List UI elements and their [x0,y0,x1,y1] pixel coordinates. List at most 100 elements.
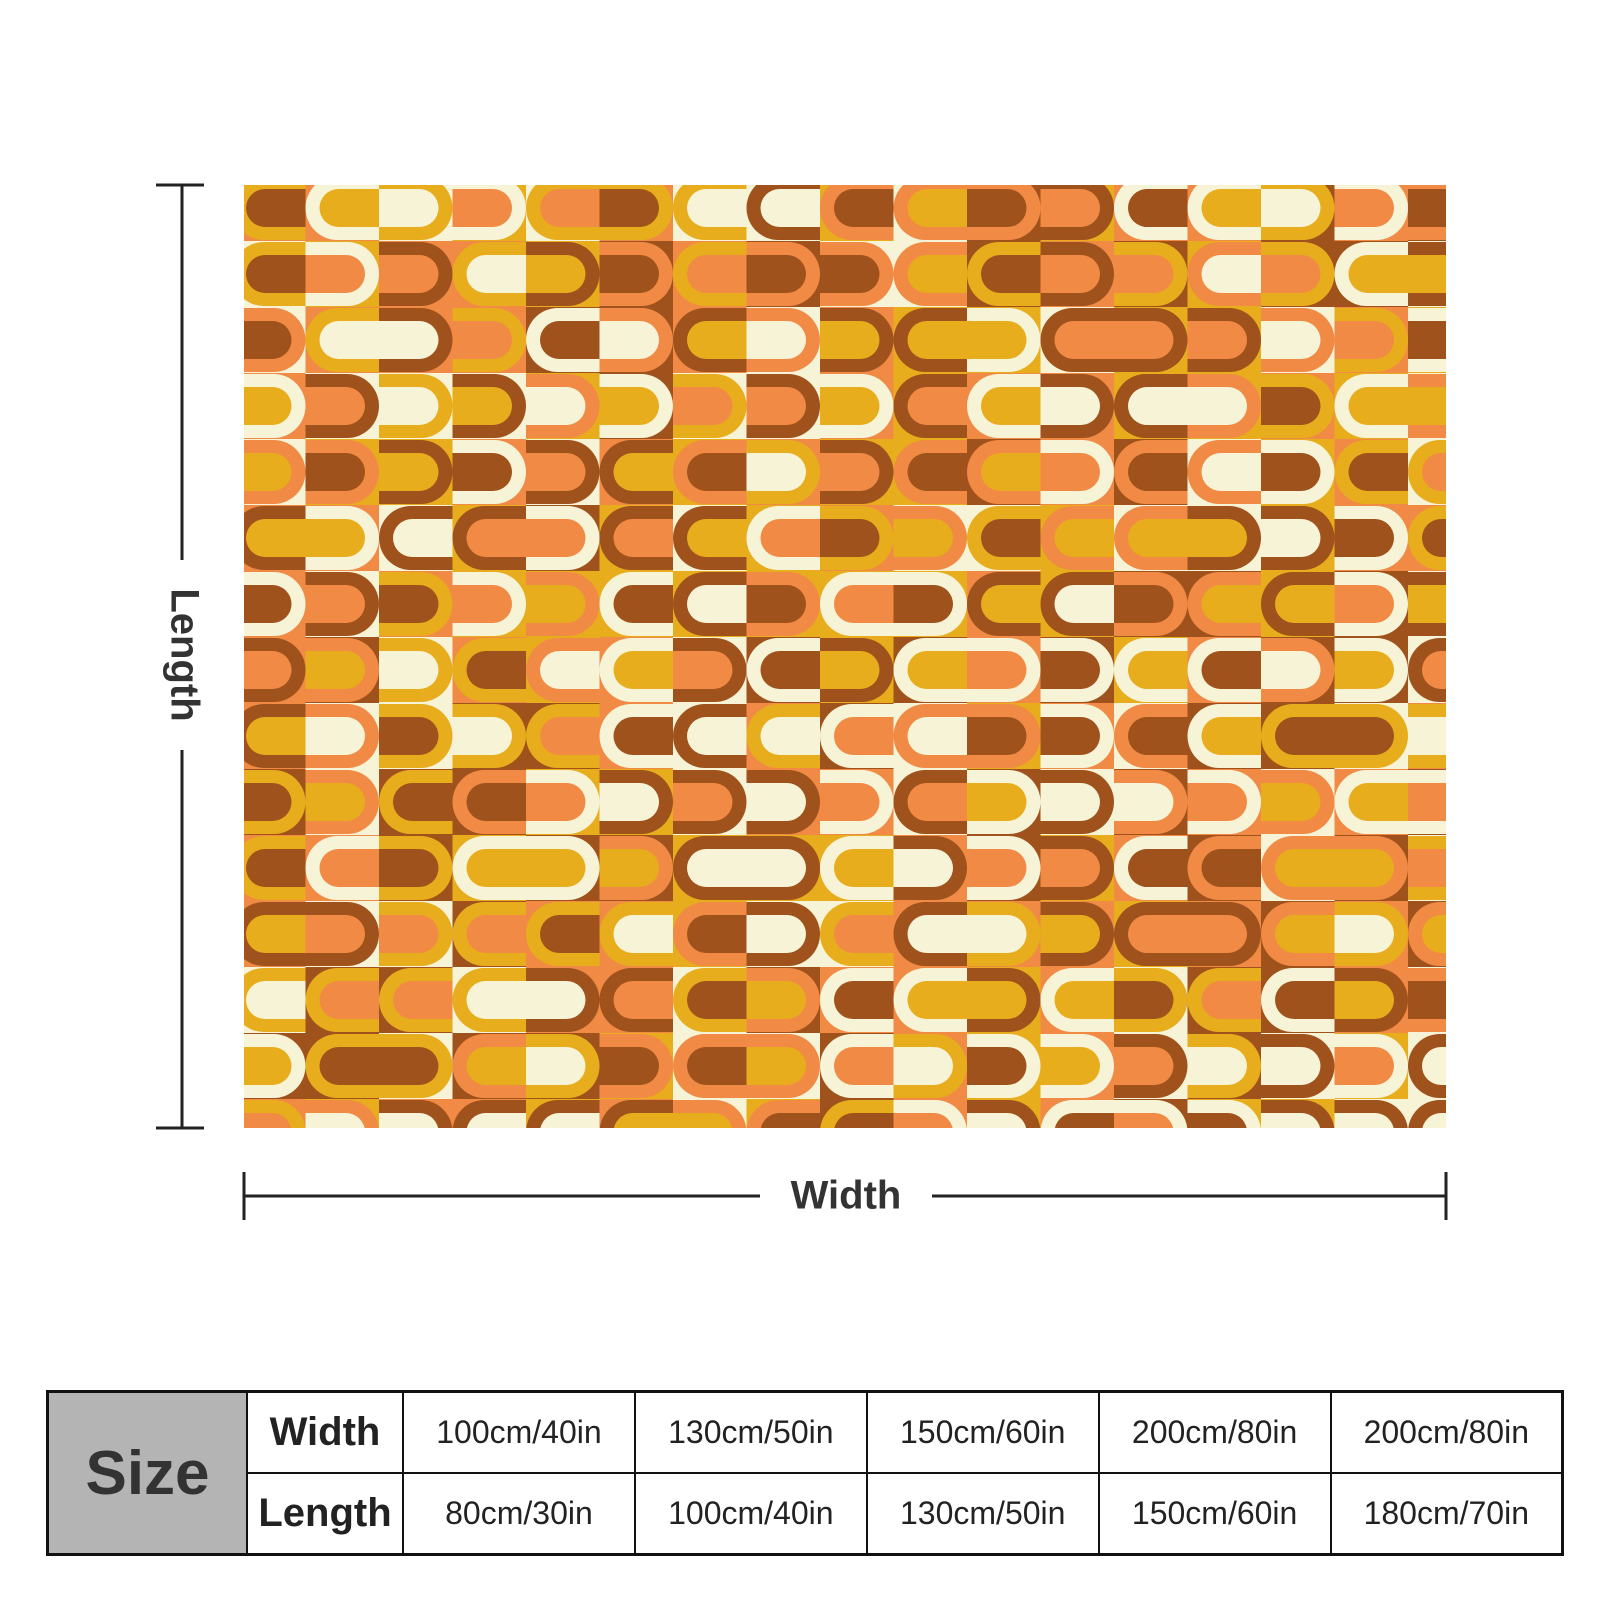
pattern-shape [893,1113,953,1128]
cell: 100cm/40in [402,1390,636,1474]
pattern-shape [907,453,967,491]
pattern-shape [1261,321,1321,359]
pattern-shape [1040,651,1100,689]
pattern-shape [379,1100,453,1128]
pattern-shape [1187,321,1247,359]
pattern-shape [907,321,967,359]
pattern-shape [1114,255,1174,293]
pattern-shape [244,387,292,425]
pattern-shape [613,519,673,557]
pattern-shape [526,783,586,821]
pattern-shape [893,519,953,557]
pattern-shape [599,849,659,887]
pattern-shape [1261,1047,1321,1085]
pattern-shape [760,519,820,557]
cell: 150cm/60in [1097,1472,1332,1556]
pattern-shape [746,1047,806,1085]
pattern-shape [540,1113,600,1128]
pattern-shape [967,321,1027,359]
pattern-shape [967,717,1027,755]
pattern-shape [613,915,673,953]
pattern-shape [687,981,747,1019]
pattern-shape [1201,849,1261,887]
pattern-shape [1054,519,1114,557]
cell: 80cm/30in [402,1472,636,1556]
pattern-shape [452,453,512,491]
pattern-shape [1187,1100,1261,1128]
pattern-shape [746,1100,820,1128]
pattern-shape [393,981,453,1019]
pattern-shape [746,849,806,887]
pattern-shape [319,1047,379,1085]
pattern-shape [967,1113,1026,1128]
pattern-shape [1114,585,1174,623]
pattern-shape [1187,1113,1247,1128]
pattern-shape [1040,387,1100,425]
pattern-shape [746,255,806,293]
pattern-shape [1275,981,1335,1019]
pattern-shape [1128,189,1188,227]
pattern-shape [1334,1047,1394,1085]
pattern-shape [1422,453,1446,491]
pattern-shape [379,1113,438,1128]
pattern-shape [599,387,659,425]
pattern-shape [1040,1100,1114,1128]
pattern-shape [1187,519,1247,557]
pattern-shape [746,981,806,1019]
pattern-shape [834,585,894,623]
pattern-shape [1408,189,1446,227]
pattern-shape [687,321,747,359]
pattern-shape [673,1100,747,1128]
pattern-shape [613,453,673,491]
pattern-shape [1040,255,1100,293]
pattern-shape [452,189,512,227]
pattern-shape [1334,585,1394,623]
pattern-shape [1187,1047,1247,1085]
pattern-shape [760,651,820,689]
pattern-shape [599,1100,673,1128]
pattern-shape [687,585,747,623]
pattern-shape [466,1047,526,1085]
pattern-shape [1408,255,1446,293]
pattern-shape [746,915,806,953]
pattern-shape [760,717,820,755]
pattern-shape [1408,849,1446,887]
pattern-shape [1422,1047,1446,1085]
pattern-shape [967,189,1027,227]
pattern-shape [452,585,512,623]
pattern-shape [967,783,1027,821]
pattern-shape [1348,387,1408,425]
pattern-shape [1201,453,1261,491]
pattern-shape [746,387,806,425]
pattern-shape [834,981,894,1019]
pattern-shape [244,453,292,491]
pattern-shape [1422,915,1446,953]
pattern-shape [319,189,379,227]
pattern-shape [687,255,747,293]
row-label: Width [246,1390,404,1474]
pattern-shape [1187,783,1247,821]
pattern-shape [466,783,526,821]
pattern-shape [687,915,747,953]
pattern-shape [1348,255,1408,293]
pattern-shape [1334,849,1394,887]
pattern-shape [613,981,673,1019]
pattern-shape [1201,651,1261,689]
pattern-shape [1334,1100,1408,1128]
cell: 150cm/60in [865,1390,1100,1474]
pattern-shape [246,981,306,1019]
blanket-pattern [244,185,1446,1128]
pattern-shape [1348,783,1408,821]
pattern-shape [820,321,880,359]
pattern-shape [452,1100,526,1128]
pattern-shape [1040,849,1100,887]
cell: 100cm/40in [633,1472,868,1556]
pattern-shape [1408,1100,1446,1128]
pattern-shape [526,981,586,1019]
cell: 180cm/70in [1329,1472,1564,1556]
pattern-shape [246,519,306,557]
pattern-shape [1114,321,1174,359]
table-row: Size Width 100cm/40in 130cm/50in 150cm/6… [46,1390,1564,1556]
pattern-shape [1114,1100,1188,1128]
pattern-shape [834,849,894,887]
